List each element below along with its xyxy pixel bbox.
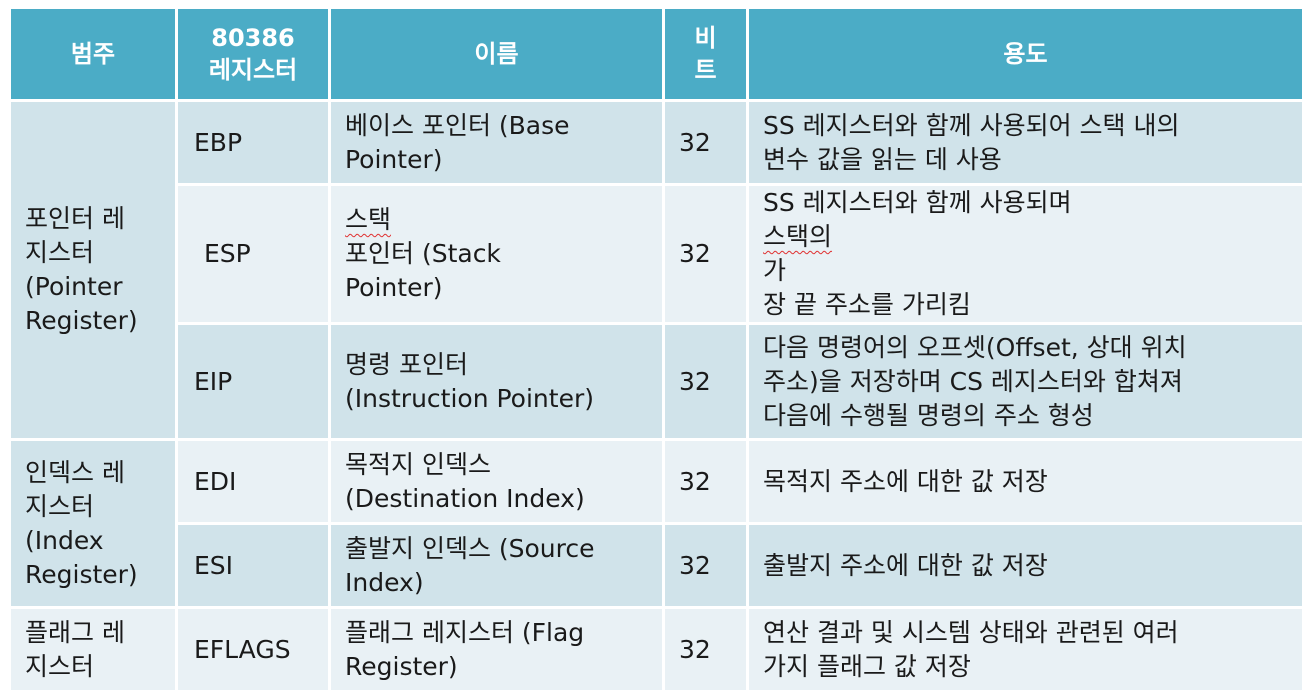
bits-cell: 32 xyxy=(662,99,749,186)
bits-cell: 32 xyxy=(662,438,749,525)
register-cell: EIP xyxy=(175,322,331,441)
table-row: ESI 출발지 인덱스 (Source Index) 32 출발지 주소에 대한 … xyxy=(10,522,1305,609)
category-pointer-register: 포인터 레 지스터 (Pointer Register) xyxy=(8,99,178,441)
spellcheck-word: 스택의 xyxy=(763,222,833,251)
table-row: 포인터 레 지스터 (Pointer Register) EBP 베이스 포인터 (B… xyxy=(8,99,1305,441)
register-cell: EFLAGS xyxy=(175,606,331,693)
bits-cell: 32 xyxy=(662,522,749,609)
name-cell: 목적지 인덱스 (Destination Index) xyxy=(328,438,665,525)
name-cell: 출발지 인덱스 (Source Index) xyxy=(328,522,665,609)
name-cell: 명령 포인터 (Instruction Pointer) xyxy=(328,322,665,441)
bits-cell: 32 xyxy=(662,322,749,441)
usage-cell: SS 레지스터와 함께 사용되어 스택 내의 변수 값을 읽는 데 사용 xyxy=(746,99,1305,186)
table-row: ESP 스택 포인터 (Stack Pointer) 32 SS 레지스터와 함… xyxy=(10,183,1305,325)
category-flag-register: 플래그 레 지스터 xyxy=(8,606,178,693)
header-usage: 용도 xyxy=(746,6,1305,102)
header-category: 범주 xyxy=(8,6,178,102)
usage-cell: 목적지 주소에 대한 값 저장 xyxy=(746,438,1305,525)
header-name: 이름 xyxy=(328,6,665,102)
register-cell: ESI xyxy=(175,522,331,609)
register-cell: EDI xyxy=(175,438,331,525)
header-register: 80386 레지스터 xyxy=(175,6,331,102)
bits-cell: 32 xyxy=(662,183,749,325)
spellcheck-word: 스택 xyxy=(345,205,392,234)
usage-cell: SS 레지스터와 함께 사용되며 스택의 가 장 끝 주소를 가리킴 xyxy=(746,183,1305,325)
usage-cell: 다음 명령어의 오프셋(Offset, 상대 위치 주소)을 저장하며 CS 레지… xyxy=(746,322,1305,441)
category-index-register: 인덱스 레 지스터 (Index Register) xyxy=(8,438,178,609)
table-row: 플래그 레 지스터 EFLAGS 플래그 레지스터 (Flag Register) … xyxy=(8,606,1305,693)
register-cell: ESP xyxy=(175,183,331,325)
register-cell: EBP xyxy=(175,99,331,186)
usage-cell: 출발지 주소에 대한 값 저장 xyxy=(746,522,1305,609)
name-cell: 베이스 포인터 (Base Pointer) xyxy=(328,99,665,186)
bits-cell: 32 xyxy=(662,606,749,693)
table-row: 인덱스 레 지스터 (Index Register) EDI 목적지 인덱스 (Dest… xyxy=(8,438,1305,609)
name-cell: 플래그 레지스터 (Flag Register) xyxy=(328,606,665,693)
name-cell: 스택 포인터 (Stack Pointer) xyxy=(328,183,665,325)
usage-cell: 연산 결과 및 시스템 상태와 관련된 여러 가지 플래그 값 저장 xyxy=(746,606,1305,693)
table-row: EIP 명령 포인터 (Instruction Pointer) 32 다음 명령… xyxy=(10,322,1305,441)
